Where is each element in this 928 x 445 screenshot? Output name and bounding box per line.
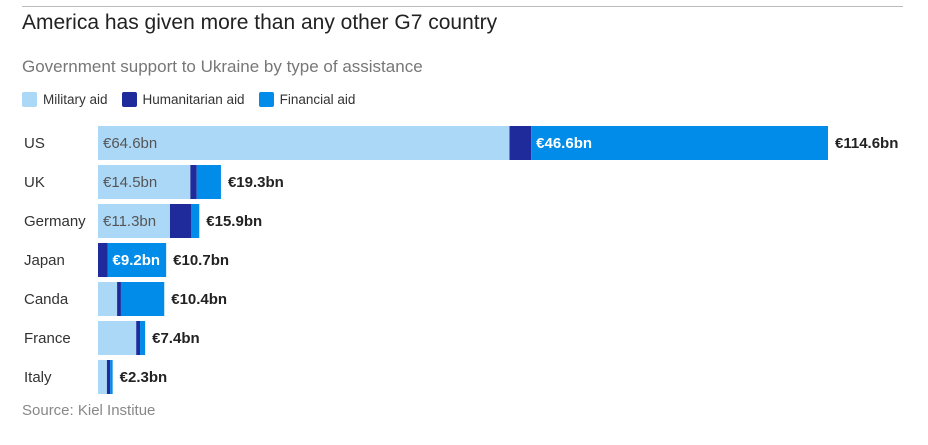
top-rule bbox=[22, 6, 903, 7]
bar-uk-military-aid bbox=[98, 165, 191, 199]
category-label-uk: UK bbox=[24, 174, 45, 191]
bar-value-label: €64.6bn bbox=[103, 135, 157, 152]
bar-italy-financial-aid bbox=[110, 360, 113, 394]
bar-uk-humanitarian-aid bbox=[190, 165, 197, 199]
category-label-italy: Italy bbox=[24, 369, 52, 386]
legend-item-humanitarian: Humanitarian aid bbox=[121, 92, 245, 107]
bar-japan-humanitarian-aid bbox=[98, 243, 108, 277]
category-label-us: US bbox=[24, 135, 45, 152]
total-label-japan: €10.7bn bbox=[173, 252, 229, 269]
bar-value-label: €9.2bn bbox=[113, 252, 161, 269]
bar-france-financial-aid bbox=[140, 321, 146, 355]
legend: Military aid Humanitarian aid Financial … bbox=[22, 92, 355, 107]
legend-swatch-humanitarian bbox=[121, 92, 137, 107]
source-note: Source: Kiel Institue bbox=[22, 402, 156, 419]
bar-us-humanitarian-aid bbox=[509, 126, 532, 160]
bar-germany-humanitarian-aid bbox=[169, 204, 192, 238]
bar-italy-military-aid bbox=[98, 360, 107, 394]
category-label-japan: Japan bbox=[24, 252, 65, 269]
bar-japan-financial-aid bbox=[107, 243, 167, 277]
bar-uk-financial-aid bbox=[196, 165, 221, 199]
legend-swatch-military bbox=[22, 92, 37, 107]
total-label-canda: €10.4bn bbox=[171, 291, 227, 308]
legend-label-humanitarian: Humanitarian aid bbox=[142, 92, 245, 107]
bar-italy-humanitarian-aid bbox=[106, 360, 111, 394]
legend-label-financial: Financial aid bbox=[279, 92, 356, 107]
chart-subtitle: Government support to Ukraine by type of… bbox=[22, 57, 423, 76]
legend-item-military: Military aid bbox=[22, 92, 108, 107]
bar-germany-financial-aid bbox=[191, 204, 200, 238]
bar-germany-military-aid bbox=[98, 204, 170, 238]
bar-us-financial-aid bbox=[531, 126, 828, 160]
bar-canda-humanitarian-aid bbox=[117, 282, 121, 316]
bar-us-military-aid bbox=[98, 126, 510, 160]
legend-label-military: Military aid bbox=[43, 92, 108, 107]
legend-swatch-financial bbox=[258, 92, 274, 107]
total-label-uk: €19.3bn bbox=[228, 174, 284, 191]
total-label-italy: €2.3bn bbox=[120, 369, 168, 386]
bar-value-label: €11.3bn bbox=[103, 213, 156, 230]
bar-canda-financial-aid bbox=[120, 282, 165, 316]
bar-france-military-aid bbox=[98, 321, 137, 355]
legend-item-financial: Financial aid bbox=[258, 92, 356, 107]
category-label-canda: Canda bbox=[24, 291, 69, 308]
chart-title: America has given more than any other G7… bbox=[22, 11, 498, 34]
total-label-us: €114.6bn bbox=[835, 135, 898, 152]
category-label-germany: Germany bbox=[24, 213, 86, 230]
category-label-france: France bbox=[24, 330, 71, 347]
bar-canda-military-aid bbox=[98, 282, 118, 316]
total-label-germany: €15.9bn bbox=[206, 213, 262, 230]
bar-value-label: €14.5bn bbox=[103, 174, 157, 191]
total-label-france: €7.4bn bbox=[152, 330, 200, 347]
bar-value-label: €46.6bn bbox=[536, 135, 592, 152]
bar-france-humanitarian-aid bbox=[136, 321, 141, 355]
